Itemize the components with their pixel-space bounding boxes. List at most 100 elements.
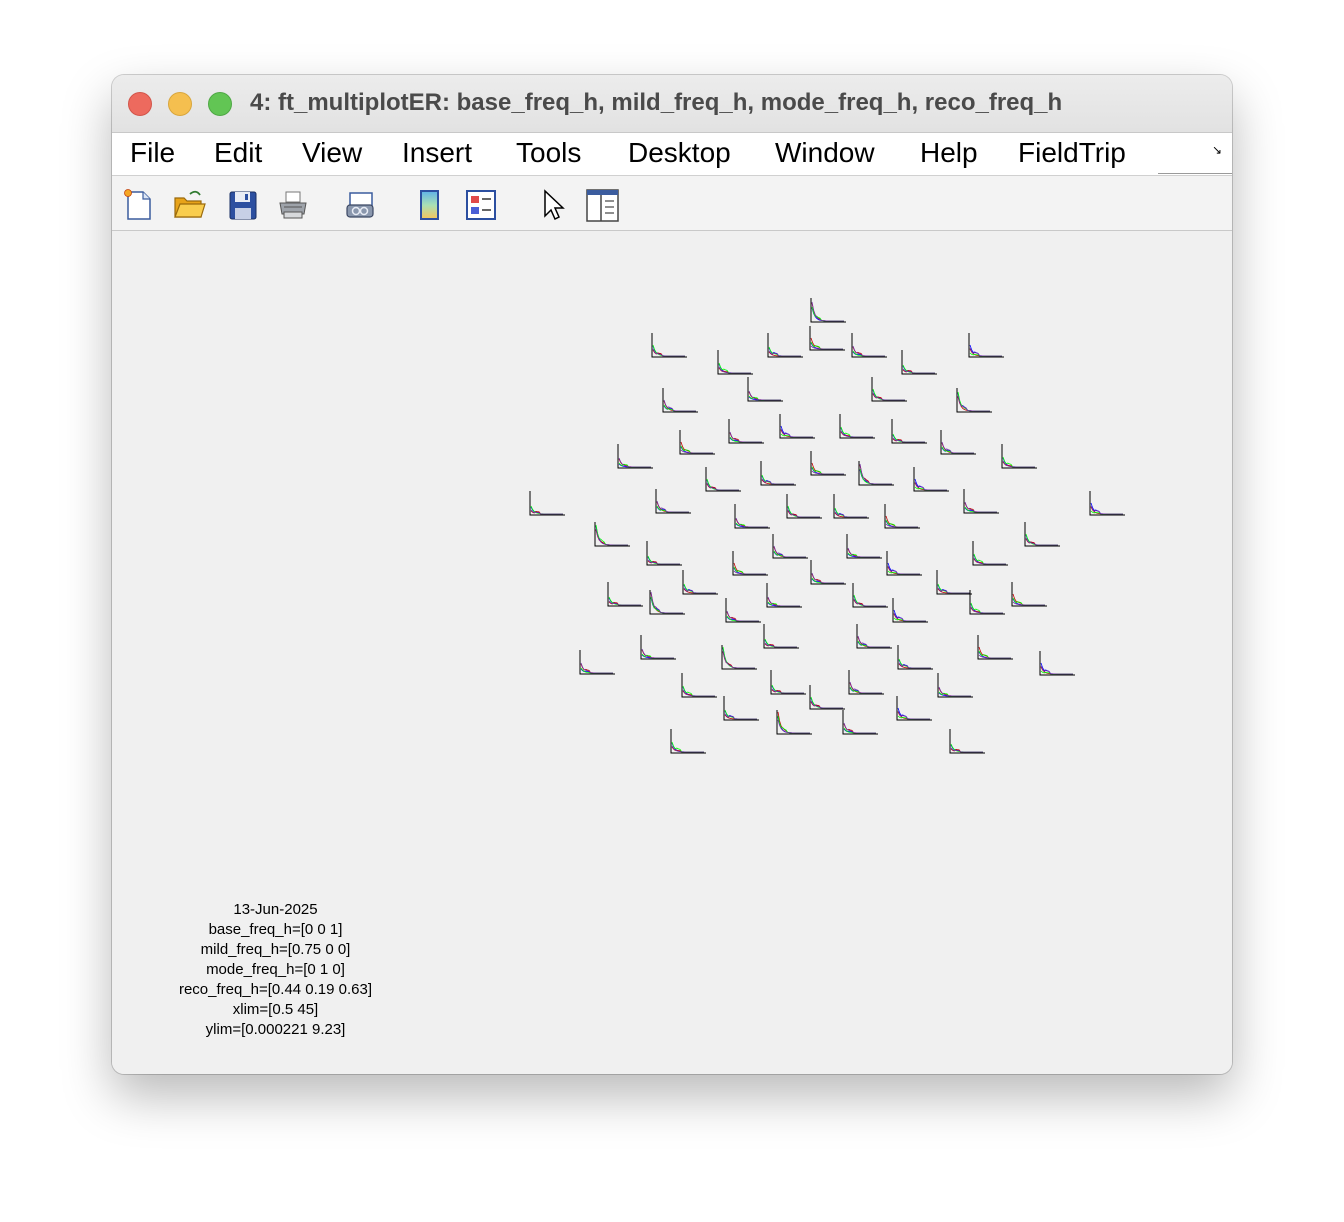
open-file-button[interactable]	[172, 188, 206, 222]
channel-plot[interactable]	[747, 377, 783, 402]
channel-plot[interactable]	[810, 560, 846, 585]
channel-plot[interactable]	[640, 635, 676, 660]
channel-plot[interactable]	[763, 624, 799, 649]
edit-plot-button[interactable]	[536, 188, 570, 222]
channel-plot[interactable]	[963, 489, 999, 514]
channel-plot[interactable]	[681, 673, 717, 698]
channel-plot[interactable]	[977, 635, 1013, 660]
topographic-multiplot[interactable]	[112, 231, 1232, 1074]
channel-plot[interactable]	[1024, 522, 1060, 547]
channel-plot[interactable]	[809, 685, 845, 710]
title-bar[interactable]: 4: ft_multiplotER: base_freq_h, mild_fre…	[112, 75, 1232, 133]
channel-plot[interactable]	[892, 598, 928, 623]
channel-plot[interactable]	[842, 710, 878, 735]
channel-plot[interactable]	[725, 598, 761, 623]
channel-plot[interactable]	[949, 729, 985, 754]
menu-tools[interactable]: Tools	[516, 137, 582, 168]
channel-plot[interactable]	[913, 467, 949, 492]
figure-toolbar	[112, 176, 1232, 231]
menu-fieldtrip[interactable]: FieldTrip	[1018, 137, 1126, 168]
menu-file[interactable]: File	[130, 137, 176, 168]
channel-plot[interactable]	[901, 350, 937, 375]
channel-plot[interactable]	[649, 590, 685, 615]
minimize-window-button[interactable]	[168, 92, 192, 116]
insert-legend-button[interactable]	[463, 188, 497, 222]
close-window-button[interactable]	[128, 92, 152, 116]
menu-desktop[interactable]: Desktop	[628, 137, 731, 168]
channel-plot[interactable]	[607, 582, 643, 607]
channel-plot[interactable]	[772, 534, 808, 559]
channel-plot[interactable]	[1089, 491, 1125, 516]
link-plot-button[interactable]	[344, 188, 378, 222]
channel-plot[interactable]	[839, 414, 875, 439]
channel-plot[interactable]	[884, 504, 920, 529]
channel-plot[interactable]	[1039, 651, 1075, 676]
channel-plot[interactable]	[786, 494, 822, 519]
channel-plot[interactable]	[897, 645, 933, 670]
menu-edit[interactable]: Edit	[214, 137, 263, 168]
channel-plot[interactable]	[852, 583, 888, 608]
channel-plot[interactable]	[655, 489, 691, 514]
channel-plot[interactable]	[779, 414, 815, 439]
channel-plot[interactable]	[886, 551, 922, 576]
channel-plot[interactable]	[833, 494, 869, 519]
new-figure-button[interactable]	[121, 188, 155, 222]
channel-plot[interactable]	[662, 388, 698, 413]
channel-plot[interactable]	[809, 326, 845, 351]
channel-plot[interactable]	[721, 645, 757, 670]
menu-insert[interactable]: Insert	[402, 137, 473, 168]
channel-plot[interactable]	[734, 504, 770, 529]
channel-plot[interactable]	[646, 541, 682, 566]
channel-plot[interactable]	[651, 333, 687, 358]
channel-plot[interactable]	[770, 670, 806, 695]
channel-plot[interactable]	[891, 419, 927, 444]
channel-plot[interactable]	[940, 430, 976, 455]
channel-plot[interactable]	[776, 710, 812, 735]
channel-plot[interactable]	[767, 333, 803, 358]
channel-plot[interactable]	[732, 551, 768, 576]
print-figure-button[interactable]	[276, 188, 310, 222]
channel-plot[interactable]	[679, 430, 715, 455]
channel-plot[interactable]	[851, 333, 887, 358]
channel-plot[interactable]	[810, 451, 846, 476]
channel-plot[interactable]	[682, 570, 718, 595]
channel-plot[interactable]	[972, 541, 1008, 566]
show-plot-tools-button[interactable]	[585, 188, 619, 222]
save-figure-button[interactable]	[226, 188, 260, 222]
channel-plot[interactable]	[846, 534, 882, 559]
menu-help[interactable]: Help	[920, 137, 978, 168]
channel-plot[interactable]	[717, 350, 753, 375]
channel-plot[interactable]	[896, 696, 932, 721]
channel-plot[interactable]	[956, 388, 992, 413]
channel-plot[interactable]	[936, 570, 972, 595]
channel-plot[interactable]	[1001, 444, 1037, 469]
channel-plot[interactable]	[1011, 582, 1047, 607]
insert-colorbar-button[interactable]	[413, 188, 447, 222]
channel-plot[interactable]	[670, 729, 706, 754]
channel-plot[interactable]	[529, 491, 565, 516]
maximize-window-button[interactable]	[208, 92, 232, 116]
channel-plot[interactable]	[856, 624, 892, 649]
channel-plot[interactable]	[760, 461, 796, 486]
channel-plot[interactable]	[617, 444, 653, 469]
figure-canvas[interactable]: 13-Jun-2025 base_freq_h=[0 0 1] mild_fre…	[112, 231, 1232, 1074]
channel-plot[interactable]	[810, 298, 846, 323]
channel-plot[interactable]	[766, 583, 802, 608]
menu-window[interactable]: Window	[775, 137, 875, 168]
channel-plot[interactable]	[937, 673, 973, 698]
channel-plot[interactable]	[871, 377, 907, 402]
menu-view[interactable]: View	[302, 137, 363, 168]
channel-axes	[949, 729, 985, 754]
channel-plot[interactable]	[723, 696, 759, 721]
dock-arrow-icon[interactable]: ↘	[1212, 143, 1223, 157]
channel-plot[interactable]	[594, 522, 630, 547]
channel-plot[interactable]	[968, 333, 1004, 358]
channel-plot[interactable]	[848, 670, 884, 695]
channel-plot[interactable]	[858, 461, 894, 486]
trace-reco_freq_h	[852, 345, 885, 357]
trace-mild_freq_h	[857, 636, 890, 648]
channel-plot[interactable]	[969, 590, 1005, 615]
channel-plot[interactable]	[579, 650, 615, 675]
channel-plot[interactable]	[728, 419, 764, 444]
channel-plot[interactable]	[705, 467, 741, 492]
